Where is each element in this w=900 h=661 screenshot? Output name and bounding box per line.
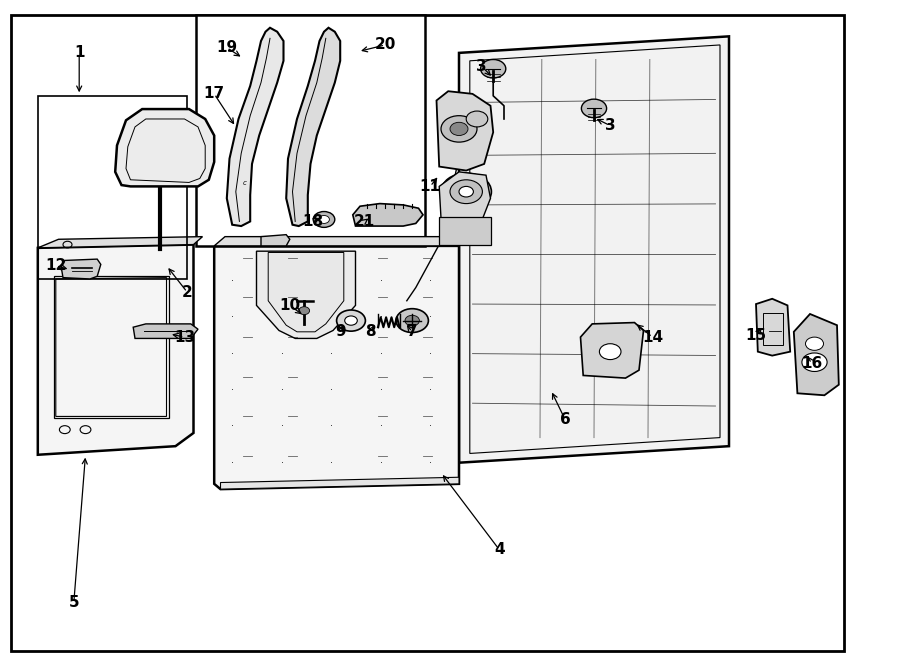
Text: 3: 3 bbox=[476, 59, 487, 73]
Circle shape bbox=[450, 180, 482, 204]
Text: 8: 8 bbox=[365, 325, 376, 339]
Polygon shape bbox=[794, 314, 839, 395]
Polygon shape bbox=[261, 235, 290, 246]
Circle shape bbox=[459, 186, 473, 197]
Text: 21: 21 bbox=[354, 214, 375, 229]
Polygon shape bbox=[459, 36, 729, 463]
Polygon shape bbox=[286, 28, 340, 226]
Text: 12: 12 bbox=[45, 258, 67, 273]
Bar bbox=[196, 15, 425, 246]
Bar bbox=[38, 96, 187, 279]
Text: 14: 14 bbox=[642, 330, 663, 344]
Circle shape bbox=[299, 307, 310, 315]
Text: 15: 15 bbox=[745, 329, 767, 343]
Circle shape bbox=[345, 316, 357, 325]
Text: 1: 1 bbox=[74, 46, 85, 60]
Text: 4: 4 bbox=[494, 543, 505, 557]
Polygon shape bbox=[214, 237, 468, 246]
Circle shape bbox=[337, 310, 365, 331]
Polygon shape bbox=[61, 259, 101, 279]
Text: 17: 17 bbox=[203, 87, 225, 101]
Text: 16: 16 bbox=[801, 356, 823, 371]
Circle shape bbox=[581, 99, 607, 118]
Circle shape bbox=[405, 315, 419, 326]
Bar bbox=[763, 313, 783, 345]
Text: 11: 11 bbox=[419, 179, 441, 194]
Circle shape bbox=[319, 215, 329, 223]
Polygon shape bbox=[268, 253, 344, 332]
Polygon shape bbox=[133, 324, 198, 338]
Circle shape bbox=[599, 344, 621, 360]
Text: 18: 18 bbox=[302, 214, 324, 229]
Polygon shape bbox=[353, 204, 423, 226]
Circle shape bbox=[806, 337, 824, 350]
Text: 20: 20 bbox=[374, 38, 396, 52]
Text: 6: 6 bbox=[560, 412, 571, 427]
Circle shape bbox=[802, 353, 827, 371]
Text: 9: 9 bbox=[335, 325, 346, 339]
Circle shape bbox=[441, 116, 477, 142]
Polygon shape bbox=[220, 477, 459, 489]
Polygon shape bbox=[115, 109, 214, 186]
Circle shape bbox=[396, 309, 428, 332]
Polygon shape bbox=[439, 172, 491, 221]
Circle shape bbox=[481, 59, 506, 78]
Polygon shape bbox=[756, 299, 790, 356]
Circle shape bbox=[450, 122, 468, 136]
Polygon shape bbox=[256, 251, 356, 338]
Circle shape bbox=[313, 212, 335, 227]
Polygon shape bbox=[436, 91, 493, 171]
Text: 13: 13 bbox=[174, 330, 195, 344]
Circle shape bbox=[466, 111, 488, 127]
Polygon shape bbox=[580, 323, 644, 378]
Text: 19: 19 bbox=[216, 40, 238, 55]
Text: 2: 2 bbox=[182, 285, 193, 299]
Text: 10: 10 bbox=[279, 298, 301, 313]
Polygon shape bbox=[439, 99, 486, 164]
Text: 3: 3 bbox=[605, 118, 616, 133]
Polygon shape bbox=[38, 245, 194, 455]
Text: 5: 5 bbox=[68, 596, 79, 610]
Text: 7: 7 bbox=[407, 325, 418, 339]
Circle shape bbox=[441, 173, 491, 210]
Polygon shape bbox=[38, 237, 202, 248]
Bar bbox=[439, 217, 491, 245]
Text: c: c bbox=[243, 180, 247, 186]
Polygon shape bbox=[214, 246, 459, 489]
Bar bbox=[54, 276, 169, 418]
Polygon shape bbox=[227, 28, 284, 226]
